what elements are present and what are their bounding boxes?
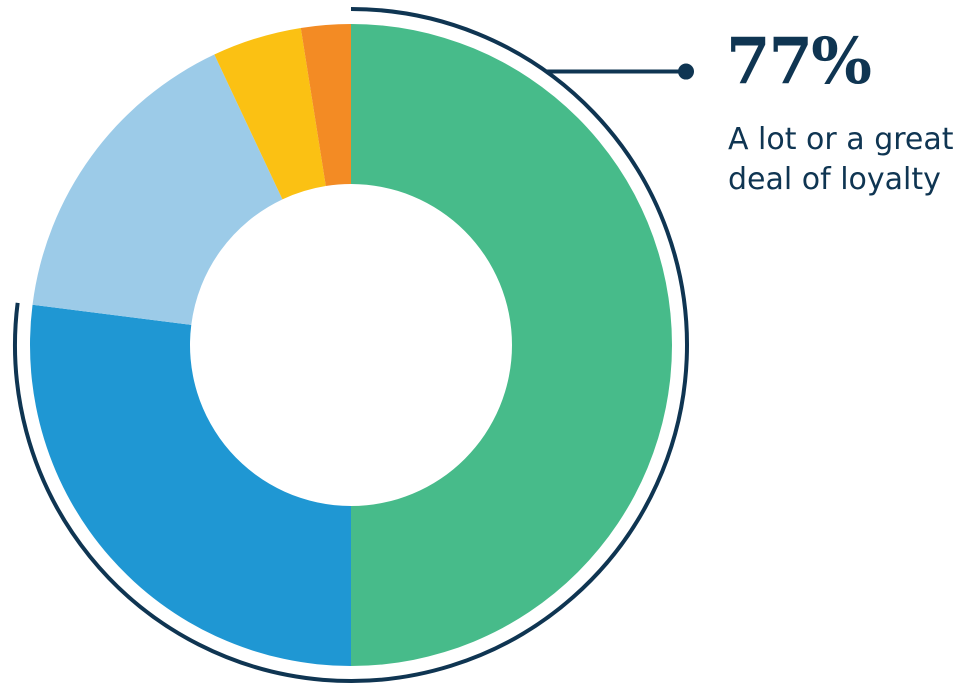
donut-slice-5 <box>300 24 351 186</box>
donut-slices <box>29 24 672 666</box>
donut-slice-4 <box>214 27 326 200</box>
donut-slice-1 <box>351 24 672 666</box>
highlight-arc <box>13 7 689 683</box>
callout-dot <box>678 63 694 80</box>
donut-slice-3 <box>32 54 283 325</box>
callout-label: A lot or a great deal of loyalty <box>728 122 954 197</box>
donut-slice-2 <box>29 304 351 666</box>
callout-percentage: 77% <box>726 24 872 99</box>
